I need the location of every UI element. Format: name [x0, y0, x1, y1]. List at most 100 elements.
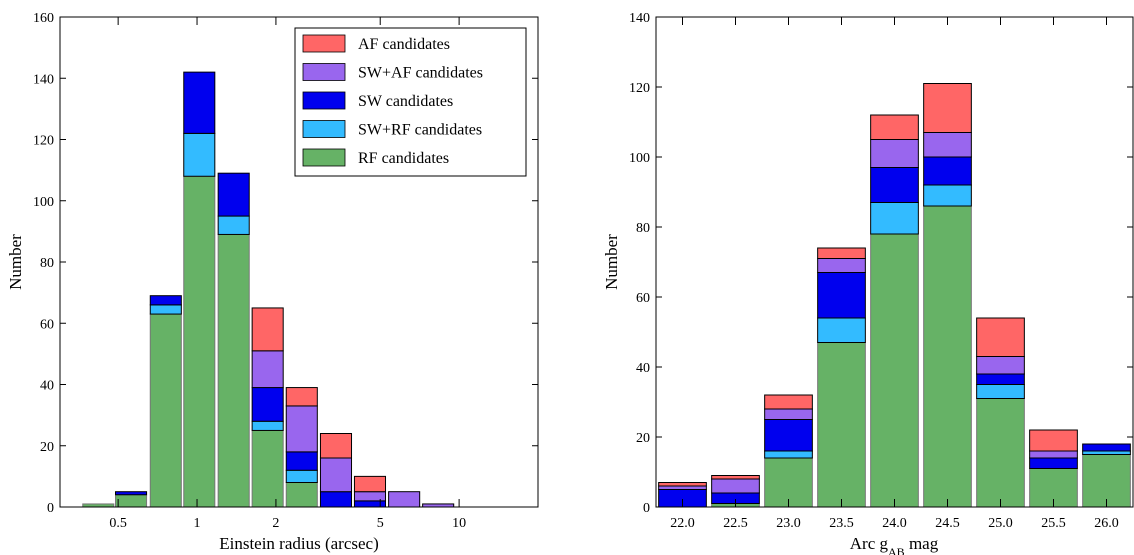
- chart1-bar-segment: [285, 405, 318, 453]
- chart2-bar-segment: [976, 356, 1025, 375]
- chart2-y-tick-label: 80: [636, 221, 650, 236]
- chart2-bar-segment: [817, 342, 866, 508]
- chart2-bar-segment: [1029, 429, 1078, 452]
- chart2-y-tick-label: 100: [629, 151, 650, 166]
- chart1-bar-segment: [285, 482, 318, 508]
- chart1-bar-segment: [183, 132, 216, 177]
- chart1-bar-segment: [115, 494, 148, 508]
- chart1-bar-segment: [251, 307, 284, 352]
- chart1-legend-label: SW+RF candidates: [358, 122, 482, 139]
- chart2-bar-segment: [711, 475, 760, 480]
- chart2-x-tick-label: 23.5: [829, 516, 854, 531]
- chart2-x-tick-label: 24.5: [935, 516, 960, 531]
- chart1-ticks: 0 20 40 60 80 100 120 140 160 0.5 1 2 5 10: [33, 11, 538, 531]
- chart2-x-tick-label: 23.0: [776, 516, 801, 531]
- chart1-bar-segment: [251, 387, 284, 422]
- chart1-bar-segment: [115, 491, 148, 496]
- chart1-bar-segment: [149, 304, 182, 315]
- chart2-bar-segment: [923, 132, 972, 158]
- chart2-bar-segment: [658, 482, 707, 487]
- chart1-bar-segment: [319, 457, 353, 493]
- chart2-bar-segment: [976, 317, 1025, 357]
- chart2-bar-segment: [870, 167, 919, 203]
- chart2-bar-segment: [817, 317, 866, 343]
- chart2-bars: [658, 83, 1131, 508]
- chart-einstein-radius: 0 20 40 60 80 100 120 140 160 0.5 1 2 5 10 Einstein r…: [6, 11, 539, 553]
- chart1-bar-segment: [183, 71, 216, 134]
- chart2-bar-segment: [923, 156, 972, 186]
- chart1-y-tick-label: 160: [33, 11, 54, 26]
- chart1-bar-segment: [251, 420, 284, 431]
- chart1-y-tick-label: 120: [33, 134, 54, 149]
- chart1-y-tick-label: 140: [33, 72, 54, 87]
- chart1-legend-label: SW candidates: [358, 93, 453, 110]
- chart1-legend-swatch: [302, 91, 346, 110]
- chart1-y-tick-label: 20: [40, 440, 54, 455]
- chart2-bar-segment: [764, 408, 813, 420]
- chart2-bar-segment: [976, 384, 1025, 399]
- chart1-x-tick-label: 0.5: [109, 516, 127, 531]
- chart1-bar-segment: [149, 295, 182, 306]
- chart2-bar-segment: [870, 114, 919, 140]
- chart2-x-tick-label: 22.5: [723, 516, 748, 531]
- chart2-y-tick-label: 120: [629, 81, 650, 96]
- chart1-bar-segment: [319, 491, 353, 508]
- chart2-x-tick-label: 26.0: [1094, 516, 1119, 531]
- chart1-bar-segment: [353, 475, 387, 493]
- chart1-x-tick-label: 2: [272, 516, 279, 531]
- chart2-bar-segment: [923, 83, 972, 133]
- chart1-legend-label: SW+AF candidates: [358, 65, 483, 82]
- chart1-bar-segment: [285, 451, 318, 471]
- chart1-bar-segment: [353, 500, 387, 508]
- chart2-bar-segment: [711, 478, 760, 494]
- chart1-bar-segment: [251, 429, 284, 508]
- chart1-legend-swatch: [302, 148, 346, 167]
- chart1-bar-segment: [217, 215, 250, 235]
- chart1-x-tick-label: 1: [194, 516, 201, 531]
- chart1-y-tick-label: 80: [40, 256, 54, 271]
- chart1-y-tick-label: 60: [40, 317, 54, 332]
- chart2-bar-segment: [870, 139, 919, 168]
- chart1-legend-label: AF candidates: [358, 36, 450, 53]
- chart1-bar-segment: [285, 469, 318, 483]
- chart2-y-tick-label: 0: [643, 501, 650, 516]
- chart1-bar-segment: [217, 233, 250, 508]
- chart2-x-tick-label: 22.0: [670, 516, 695, 531]
- chart2-y-tick-label: 40: [636, 361, 650, 376]
- chart2-ticks: 0 20 40 60 80 100 120 140 22.0 22.5 23.0 23.5 24.0 24…: [629, 11, 1133, 531]
- chart1-bar-segment: [183, 175, 216, 508]
- chart2-bar-segment: [870, 202, 919, 235]
- chart1-y-tick-label: 40: [40, 379, 54, 394]
- chart1-bar-segment: [149, 313, 182, 508]
- chart1-bar-segment: [353, 491, 387, 502]
- chart2-bar-segment: [817, 258, 866, 273]
- chart1-legend-label: RF candidates: [358, 150, 449, 167]
- chart1-legend-swatch: [302, 63, 346, 81]
- chart2-bar-segment: [923, 184, 972, 207]
- chart1-x-tick-label: 5: [377, 516, 384, 531]
- chart2-x-tick-label: 25.5: [1041, 516, 1066, 531]
- chart-arc-magnitude: 0 20 40 60 80 100 120 140 22.0 22.5 23.0 23.5 24.0 24…: [602, 11, 1134, 555]
- chart1-bar-segment: [319, 433, 353, 459]
- chart1-legend-swatch: [302, 120, 346, 138]
- chart2-bar-segment: [1082, 443, 1131, 452]
- chart2-bar-segment: [1082, 450, 1131, 455]
- chart2-y-tick-label: 20: [636, 431, 650, 446]
- chart2-y-tick-label: 140: [629, 11, 650, 26]
- chart2-bar-segment: [976, 373, 1025, 385]
- chart1-bar-segment: [217, 172, 250, 217]
- chart2-bar-segment: [658, 485, 707, 490]
- chart2-bar-segment: [817, 272, 866, 319]
- chart2-bar-segment: [1029, 457, 1078, 469]
- chart2-x-tick-label: 24.0: [882, 516, 907, 531]
- chart1-bar-segment: [285, 387, 318, 407]
- chart2-bar-segment: [817, 247, 866, 259]
- chart1-y-axis-label: Number: [6, 234, 25, 290]
- chart1-bars: [82, 71, 455, 508]
- chart1-y-tick-label: 0: [47, 501, 54, 516]
- chart2-bar-segment: [1029, 450, 1078, 459]
- chart2-x-axis-label: Arc gAB mag: [850, 534, 939, 555]
- chart1-y-tick-label: 100: [33, 195, 54, 210]
- chart1-legend: AF candidates SW+AF candidates SW candidat…: [294, 27, 527, 177]
